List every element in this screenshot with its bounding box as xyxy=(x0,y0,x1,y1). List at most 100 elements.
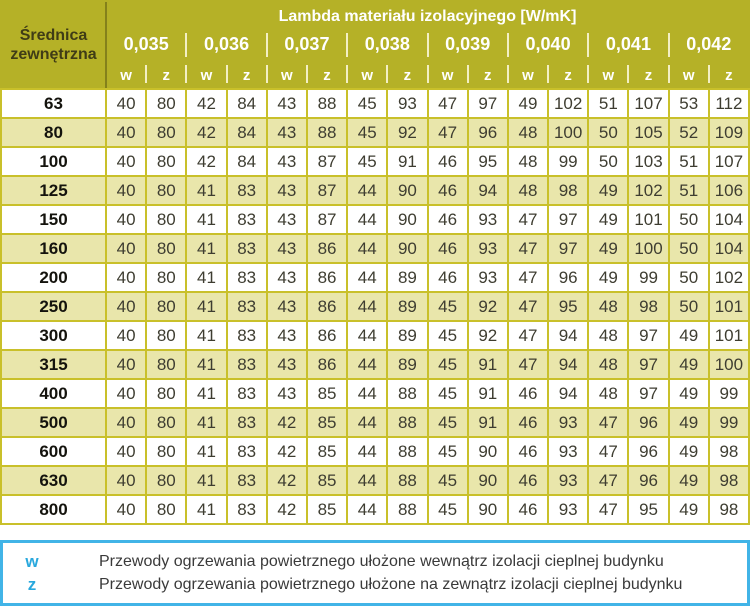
table-cell: 48 xyxy=(508,119,548,146)
table-cell: 85 xyxy=(307,496,347,523)
table-cell: 88 xyxy=(388,380,427,407)
table-cell: 47 xyxy=(508,351,548,378)
lambda-value-header: 0,036 xyxy=(185,28,265,60)
table-cell: 45 xyxy=(428,467,467,494)
table-cell: 45 xyxy=(428,380,467,407)
table-cell: 88 xyxy=(388,496,427,523)
table-cell: 49 xyxy=(669,380,708,407)
table-cell: 87 xyxy=(307,148,347,175)
table-cell: 44 xyxy=(348,409,387,436)
table-cell: 44 xyxy=(348,496,387,523)
table-cell: 45 xyxy=(348,90,387,117)
table-cell: 40 xyxy=(107,380,146,407)
diameter-cell: 315 xyxy=(2,351,105,378)
table-cell: 83 xyxy=(227,293,266,320)
table-cell: 40 xyxy=(107,467,146,494)
table-cell: 40 xyxy=(107,148,146,175)
table-cell: 50 xyxy=(669,293,708,320)
table-cell: 96 xyxy=(629,467,668,494)
table-cell: 49 xyxy=(589,177,628,204)
diameter-cell: 630 xyxy=(2,467,105,494)
diameter-cell: 100 xyxy=(2,148,105,175)
sub-header-z: z xyxy=(225,62,266,88)
table-cell: 41 xyxy=(187,351,226,378)
table-cell: 104 xyxy=(709,206,748,233)
table-cell: 45 xyxy=(428,409,467,436)
table-cell: 88 xyxy=(388,438,427,465)
table-cell: 43 xyxy=(267,293,306,320)
lambda-value-header: 0,040 xyxy=(506,28,587,60)
table-cell: 105 xyxy=(629,119,668,146)
table-cell: 98 xyxy=(709,467,748,494)
legend-row-w: w Przewody ogrzewania powietrznego ułożo… xyxy=(3,550,747,573)
table-cell: 88 xyxy=(307,119,347,146)
table-cell: 40 xyxy=(107,235,146,262)
table-cell: 44 xyxy=(348,467,387,494)
lambda-value-header: 0,039 xyxy=(426,28,507,60)
table-cell: 43 xyxy=(267,235,306,262)
table-cell: 44 xyxy=(348,351,387,378)
table-cell: 98 xyxy=(629,293,668,320)
table-cell: 94 xyxy=(468,177,507,204)
table-cell: 40 xyxy=(107,119,146,146)
table-cell: 42 xyxy=(187,148,226,175)
table-cell: 88 xyxy=(307,90,347,117)
table-cell: 46 xyxy=(428,177,467,204)
table-cell: 80 xyxy=(147,438,186,465)
diameter-cell: 250 xyxy=(2,293,105,320)
table-cell: 89 xyxy=(388,293,427,320)
table-cell: 41 xyxy=(187,438,226,465)
table-cell: 102 xyxy=(549,90,588,117)
table-cell: 91 xyxy=(468,380,507,407)
table-cell: 45 xyxy=(428,438,467,465)
table-cell: 46 xyxy=(508,409,548,436)
table-cell: 101 xyxy=(629,206,668,233)
table-cell: 48 xyxy=(508,148,548,175)
table-cell: 95 xyxy=(629,496,668,523)
table-cell: 97 xyxy=(629,322,668,349)
diameter-cell: 400 xyxy=(2,380,105,407)
table-cell: 45 xyxy=(428,322,467,349)
table-cell: 90 xyxy=(468,467,507,494)
sub-header-w: w xyxy=(506,62,547,88)
table-cell: 41 xyxy=(187,293,226,320)
table-cell: 85 xyxy=(307,438,347,465)
table-cell: 44 xyxy=(348,264,387,291)
table-cell: 45 xyxy=(348,148,387,175)
table-cell: 91 xyxy=(468,409,507,436)
table-cell: 80 xyxy=(147,409,186,436)
table-cell: 43 xyxy=(267,380,306,407)
table-cell: 99 xyxy=(629,264,668,291)
table-cell: 83 xyxy=(227,177,266,204)
table-cell: 40 xyxy=(107,293,146,320)
sub-header-z: z xyxy=(627,62,667,88)
table-cell: 47 xyxy=(508,235,548,262)
table-cell: 100 xyxy=(629,235,668,262)
table-cell: 40 xyxy=(107,409,146,436)
table-cell: 43 xyxy=(267,119,306,146)
sub-header-z: z xyxy=(305,62,346,88)
table-cell: 43 xyxy=(267,264,306,291)
table-cell: 107 xyxy=(629,90,668,117)
table-cell: 99 xyxy=(549,148,588,175)
table-cell: 89 xyxy=(388,351,427,378)
table-cell: 83 xyxy=(227,322,266,349)
table-cell: 101 xyxy=(709,322,748,349)
lambda-value-header: 0,042 xyxy=(667,28,748,60)
table-cell: 44 xyxy=(348,438,387,465)
table-cell: 103 xyxy=(629,148,668,175)
sub-header-w: w xyxy=(587,62,627,88)
table-cell: 99 xyxy=(709,380,748,407)
table-cell: 80 xyxy=(147,148,186,175)
sub-header-z: z xyxy=(547,62,587,88)
table-cell: 93 xyxy=(468,206,507,233)
table-cell: 98 xyxy=(549,177,588,204)
table-cell: 44 xyxy=(348,293,387,320)
table-cell: 88 xyxy=(388,409,427,436)
table-cell: 83 xyxy=(227,351,266,378)
table-cell: 87 xyxy=(307,177,347,204)
legend-text-w: Przewody ogrzewania powietrznego ułożone… xyxy=(99,552,664,570)
sub-header-z: z xyxy=(145,62,185,88)
table-cell: 89 xyxy=(388,322,427,349)
